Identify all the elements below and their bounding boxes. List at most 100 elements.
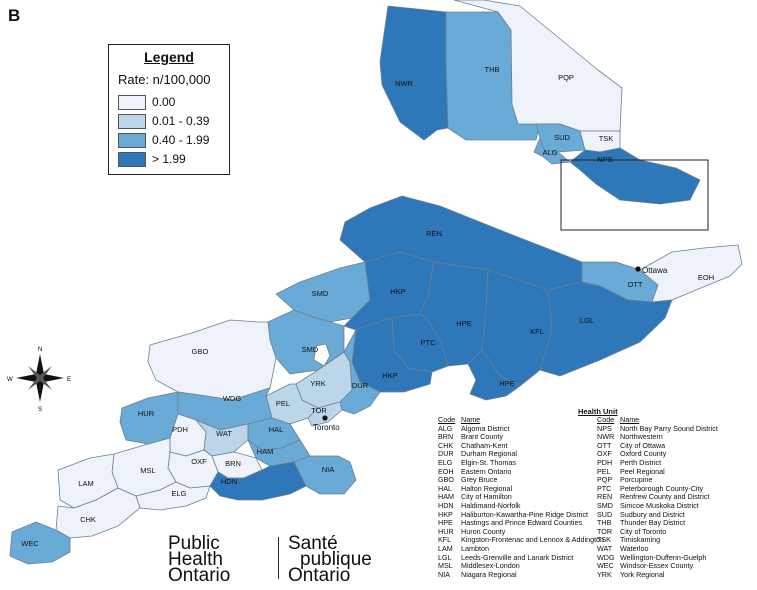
health-unit-name: Lambton bbox=[461, 543, 489, 553]
public-health-ontario-logo: Public Health Ontario Santé publique Ont… bbox=[168, 533, 428, 586]
health-unit-code: PQP bbox=[597, 475, 613, 485]
city-label-ottawa: Ottawa bbox=[642, 266, 668, 275]
health-unit-name: Kingston-Frontenac and Lennox & Addingto… bbox=[461, 535, 605, 545]
health-unit-code: HKP bbox=[438, 509, 453, 519]
health-unit-name: Haldimand-Norfolk bbox=[461, 500, 521, 510]
region-label-ptc: PTC bbox=[421, 338, 437, 347]
region-label-smd: SMD bbox=[312, 289, 329, 298]
region-label-yrk: YRK bbox=[310, 379, 325, 388]
health-unit-row: PDH Perth District bbox=[597, 458, 755, 468]
logo-fr-line3: Ontario bbox=[288, 565, 351, 586]
region-label-wat: WAT bbox=[216, 429, 232, 438]
health-unit-code: TSK bbox=[597, 535, 611, 545]
health-unit-code: HPE bbox=[438, 518, 453, 528]
health-unit-row: PEL Peel Regional bbox=[597, 466, 755, 477]
health-unit-row: REN Renfrew County and District bbox=[597, 493, 755, 502]
health-unit-code: THB bbox=[597, 518, 612, 528]
region-label-chk: CHK bbox=[80, 515, 96, 524]
health-unit-name: Durham Regional bbox=[461, 449, 517, 459]
region-eoh bbox=[639, 244, 743, 303]
region-nwr bbox=[379, 5, 449, 141]
health-unit-code: MSL bbox=[438, 561, 453, 571]
region-label-lgl: LGL bbox=[580, 316, 594, 325]
compass-n-label: N bbox=[38, 347, 42, 353]
region-gbo bbox=[147, 319, 277, 401]
region-lgl bbox=[539, 281, 673, 377]
region-label-hpe: HPE bbox=[456, 319, 471, 328]
health-unit-row: WEC Windsor-Essex County bbox=[597, 561, 755, 571]
health-unit-row: DUR Durham Regional bbox=[438, 450, 578, 459]
region-nps bbox=[569, 147, 701, 205]
health-unit-row: MSL Middlesex-London bbox=[438, 561, 578, 571]
region-label-hkp: HKP bbox=[390, 287, 405, 296]
health-unit-code: LAM bbox=[438, 543, 453, 553]
health-unit-name: Grey Bruce bbox=[461, 475, 498, 485]
region-label-thb: THB bbox=[485, 65, 500, 74]
health-unit-header-row: Code Name bbox=[438, 415, 578, 425]
health-unit-code: REN bbox=[597, 492, 613, 502]
region-label-hur: HUR bbox=[138, 409, 155, 418]
health-unit-row: HKP Haliburton-Kawartha-Pine Ridge Distri… bbox=[438, 509, 588, 520]
health-unit-code: HAL bbox=[438, 483, 452, 493]
health-unit-name: Haliburton-Kawartha-Pine Ridge District bbox=[461, 509, 589, 519]
health-unit-row: TOR City of Toronto bbox=[597, 526, 755, 537]
health-unit-code: KFL bbox=[438, 535, 452, 545]
health-unit-code: CHK bbox=[438, 440, 454, 450]
region-label-tor: TOR bbox=[311, 406, 327, 415]
compass-s-label: S bbox=[38, 407, 42, 413]
region-wec bbox=[9, 521, 71, 565]
compass-rose: N S E W bbox=[7, 347, 71, 413]
health-unit-name: Eastern Ontario bbox=[461, 466, 512, 476]
region-label-nia: NIA bbox=[322, 465, 335, 474]
code-header: Code bbox=[438, 415, 456, 424]
health-unit-row: ALG Algoma District bbox=[438, 423, 578, 434]
region-label-pel: PEL bbox=[276, 399, 290, 408]
health-unit-code: NWR bbox=[597, 432, 615, 442]
health-unit-code: TOR bbox=[597, 526, 613, 536]
region-label-eoh: EOH bbox=[698, 273, 714, 282]
health-unit-code: BRN bbox=[438, 432, 454, 442]
health-unit-row: EOH Eastern Ontario bbox=[438, 466, 578, 477]
legend-title: Legend bbox=[144, 49, 194, 65]
health-unit-name: City of Ottawa bbox=[620, 440, 666, 450]
health-unit-code: NIA bbox=[438, 569, 450, 579]
logo-en-line1: Public bbox=[168, 533, 220, 554]
health-unit-row: HPE Hastings and Prince Edward Counties bbox=[438, 518, 582, 528]
region-nia bbox=[293, 455, 357, 495]
logo-divider bbox=[278, 537, 279, 579]
health-unit-code: GBO bbox=[438, 475, 454, 485]
region-label-ham: HAM bbox=[257, 447, 274, 456]
region-label-alg: ALG bbox=[542, 148, 557, 157]
region-label-gbo: GBO bbox=[192, 347, 209, 356]
health-unit-row: OTT City of Ottawa bbox=[597, 440, 755, 451]
health-unit-code: HDN bbox=[438, 500, 454, 510]
health-unit-code: NPS bbox=[597, 423, 612, 433]
region-label-sud: SUD bbox=[554, 133, 570, 142]
health-unit-name: Hastings and Prince Edward Counties bbox=[461, 518, 583, 528]
health-unit-row: HDN Haldimand-Norfolk bbox=[438, 500, 578, 511]
health-unit-name: Northwestern bbox=[620, 432, 663, 442]
health-unit-row: HAL Halton Regional bbox=[438, 483, 578, 494]
logo-fr-line2: publique bbox=[300, 549, 372, 570]
compass-diagonal-icon bbox=[28, 366, 52, 390]
health-unit-row: BRN Brant County bbox=[438, 433, 578, 442]
region-hpe bbox=[467, 349, 521, 401]
city-dot-toronto bbox=[322, 415, 328, 421]
legend-swatch bbox=[118, 95, 146, 110]
health-unit-name: Algoma District bbox=[461, 423, 510, 433]
health-unit-row: NWR Northwestern bbox=[597, 433, 755, 442]
health-unit-code: LGL bbox=[438, 552, 452, 562]
health-unit-code: WEC bbox=[597, 561, 614, 571]
health-unit-name: Leeds-Grenville and Lanark District bbox=[461, 552, 574, 562]
health-unit-name: Chatham-Kent bbox=[461, 440, 508, 450]
health-unit-code: SMD bbox=[597, 500, 613, 510]
legend-label: 0.01 - 0.39 bbox=[152, 114, 210, 128]
region-tor bbox=[307, 401, 343, 427]
health-unit-name: Peel Regional bbox=[620, 466, 665, 476]
region-label-wec: WEC bbox=[21, 539, 39, 548]
health-unit-code: HAM bbox=[438, 492, 454, 502]
region-label-ott: OTT bbox=[628, 280, 643, 289]
health-unit-row: WDG Wellington-Dufferin-Guelph bbox=[597, 553, 755, 563]
health-unit-name: Elgin-St. Thomas bbox=[461, 457, 516, 467]
